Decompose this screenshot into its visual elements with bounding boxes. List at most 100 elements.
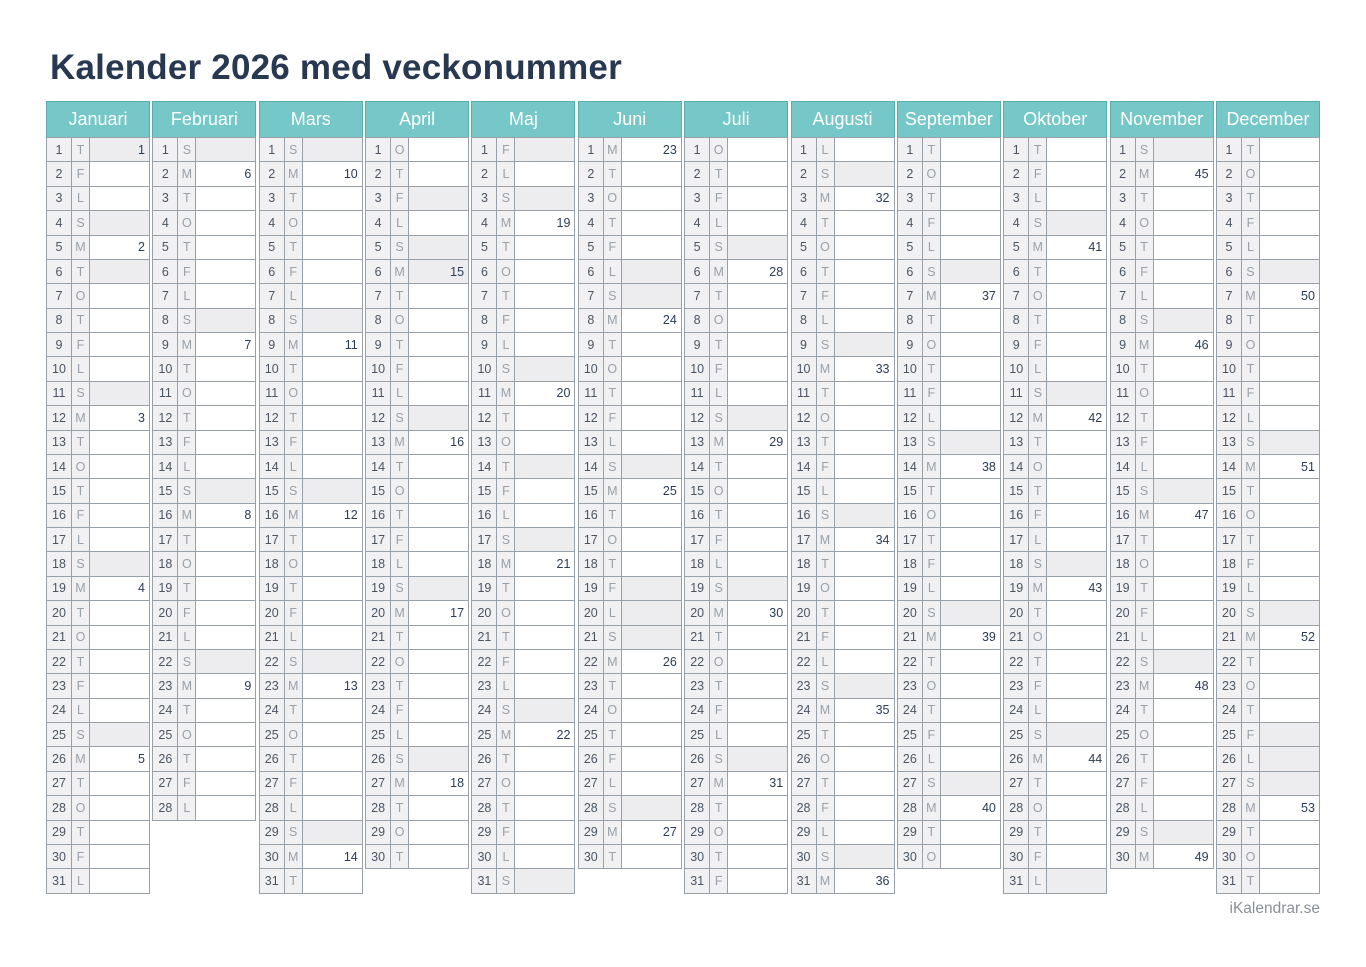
month-day-grid: 1 T 2 O 3 T 4 F 5 L 6 S 7 M 37 8 T 9 O 10 T 11 F 12 L 13 S 14 M 38 15 T… — [896, 137, 1001, 870]
day-number: 27 — [366, 771, 392, 797]
day-number: 22 — [47, 649, 72, 675]
week-cell: 46 — [1153, 333, 1214, 358]
weekday-letter: T — [922, 528, 941, 553]
day-row: 23 T — [366, 674, 470, 699]
day-number: 11 — [1110, 381, 1136, 407]
day-row: 18 O — [259, 552, 363, 577]
weekday-letter: S — [603, 284, 622, 309]
day-row: 25 L — [685, 723, 789, 748]
day-number: 9 — [472, 333, 498, 358]
weekday-letter: M — [710, 771, 729, 797]
day-row: 10 S — [472, 357, 576, 382]
weekday-letter: S — [1135, 308, 1154, 333]
week-cell — [1047, 601, 1108, 626]
day-number: 17 — [685, 528, 711, 553]
day-number: 4 — [1216, 211, 1242, 236]
day-number: 18 — [47, 552, 72, 577]
day-number: 26 — [1216, 747, 1242, 772]
day-row: 30 L — [472, 844, 576, 870]
weekday-letter: S — [816, 162, 835, 187]
day-number: 16 — [897, 503, 923, 528]
day-row: 16 S — [791, 503, 895, 528]
week-cell — [621, 771, 682, 797]
month-column-april: April 1 O 2 T 3 F 4 L 5 S 6 M 15 7 T 8 O 9 T 10 F 11 L 12 S 13 M 16 1… — [365, 101, 470, 870]
month-column-maj: Maj 1 F 2 L 3 S 4 M 19 5 T 6 O 7 T 8 F 9 L 10 S 11 M 20 12 T 13 O 14 T… — [471, 101, 576, 894]
weekday-letter: S — [497, 186, 516, 212]
day-number: 1 — [47, 138, 72, 163]
week-cell — [409, 381, 470, 407]
week-cell: 16 — [409, 430, 470, 455]
day-number: 3 — [1216, 186, 1242, 212]
weekday-letter: O — [497, 771, 516, 797]
day-row: 24 T — [1216, 698, 1320, 723]
month-header: April — [365, 101, 470, 137]
weekday-letter: L — [603, 601, 622, 626]
day-number: 10 — [1004, 357, 1030, 382]
day-number: 22 — [153, 649, 179, 675]
day-row: 26 L — [897, 747, 1001, 772]
day-row: 6 M 28 — [685, 259, 789, 285]
weekday-letter: O — [1029, 454, 1048, 480]
weekday-letter: T — [72, 138, 90, 163]
day-number: 7 — [472, 284, 498, 309]
weekday-letter: L — [1135, 796, 1154, 821]
day-row: 19 L — [1216, 576, 1320, 602]
day-row: 17 T — [1216, 528, 1320, 553]
weekday-letter: S — [816, 674, 835, 699]
week-cell: 4 — [90, 576, 150, 602]
day-number: 6 — [259, 259, 285, 285]
day-row: 14 F — [791, 454, 895, 480]
week-cell-redday — [940, 771, 1001, 797]
week-cell — [90, 674, 150, 699]
day-row: 15 L — [791, 479, 895, 504]
month-header: Juli — [684, 101, 789, 137]
weekday-letter: F — [391, 698, 410, 723]
day-row: 28 L — [1110, 796, 1214, 821]
week-cell — [834, 820, 895, 845]
week-cell — [728, 357, 789, 382]
week-cell-redday — [1259, 430, 1320, 455]
week-cell: 11 — [302, 333, 363, 358]
week-cell-redday — [940, 430, 1001, 455]
week-cell — [90, 869, 150, 894]
day-number: 11 — [897, 381, 923, 407]
footer-brand: iKalendrar.se — [1229, 900, 1320, 917]
day-number: 24 — [685, 698, 711, 723]
weekday-letter: L — [72, 698, 90, 723]
week-cell — [515, 235, 576, 260]
weekday-letter: M — [603, 649, 622, 675]
week-cell — [515, 430, 576, 455]
day-number: 7 — [578, 284, 604, 309]
weekday-letter: T — [1029, 820, 1048, 845]
weekday-letter: T — [603, 503, 622, 528]
week-cell — [1047, 454, 1108, 480]
day-number: 8 — [578, 308, 604, 333]
weekday-letter: M — [497, 723, 516, 748]
weekday-letter: O — [710, 649, 729, 675]
weekday-letter: S — [1241, 430, 1260, 455]
day-number: 26 — [897, 747, 923, 772]
weekday-letter: L — [1241, 406, 1260, 431]
month-column-mars: Mars 1 S 2 M 10 3 T 4 O 5 T 6 F 7 L 8 S 9 M 11 10 T 11 O 12 T 13 F 14… — [258, 101, 363, 894]
week-cell — [409, 552, 470, 577]
week-cell — [940, 552, 1001, 577]
week-cell — [196, 430, 257, 455]
week-cell — [515, 771, 576, 797]
week-cell — [1259, 357, 1320, 382]
week-cell — [728, 454, 789, 480]
weekday-letter: S — [1029, 381, 1048, 407]
day-number: 8 — [366, 308, 392, 333]
weekday-letter: S — [1029, 723, 1048, 748]
week-cell-redday — [1047, 381, 1108, 407]
week-cell — [1259, 479, 1320, 504]
day-number: 12 — [791, 406, 817, 431]
